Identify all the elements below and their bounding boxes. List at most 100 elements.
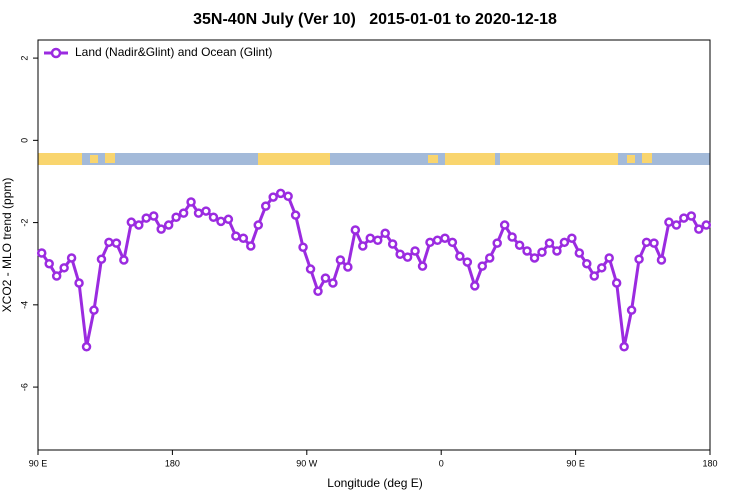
point <box>634 254 644 264</box>
point <box>499 220 510 230</box>
point <box>305 264 316 274</box>
point <box>447 237 458 248</box>
x-tick-label: 90 E <box>29 458 48 468</box>
point <box>201 206 211 216</box>
point <box>484 253 495 263</box>
point <box>156 224 166 234</box>
y-tick-label: -6 <box>19 383 29 391</box>
point <box>186 197 196 207</box>
x-tick-label: 90 E <box>566 458 585 468</box>
x-tick-label: 180 <box>165 458 180 468</box>
y-tick-label: 0 <box>19 138 29 143</box>
point <box>402 252 413 262</box>
point <box>246 241 256 251</box>
point <box>417 261 428 271</box>
point <box>395 249 405 260</box>
point <box>589 271 600 281</box>
point <box>514 240 525 250</box>
point <box>119 255 129 265</box>
point <box>664 217 674 227</box>
point <box>604 253 614 263</box>
point <box>111 238 122 248</box>
point <box>51 271 62 281</box>
x-tick-label: 180 <box>702 458 717 468</box>
point <box>59 263 69 273</box>
point <box>89 305 99 315</box>
point <box>350 225 361 235</box>
point <box>343 262 353 272</box>
point <box>328 278 338 288</box>
point <box>96 254 107 264</box>
point <box>425 237 435 248</box>
point <box>522 246 532 256</box>
point <box>432 235 443 246</box>
point <box>694 224 704 234</box>
y-tick-label: -4 <box>19 301 29 309</box>
y-tick-label: 2 <box>19 56 29 61</box>
point <box>582 258 592 269</box>
point <box>163 220 174 230</box>
legend-label: Land (Nadir&Glint) and Ocean (Glint) <box>75 45 272 59</box>
point <box>477 261 488 271</box>
point <box>462 257 473 267</box>
point <box>619 342 629 352</box>
y-axis-label: XCO2 - MLO trend (ppm) <box>0 178 14 313</box>
point <box>529 253 540 263</box>
point <box>44 258 54 269</box>
point <box>365 233 376 243</box>
point <box>380 228 390 239</box>
point <box>335 255 346 265</box>
point <box>567 233 577 243</box>
point <box>268 192 278 202</box>
point <box>36 248 47 258</box>
point <box>492 238 502 248</box>
point <box>298 242 308 253</box>
point <box>387 239 398 249</box>
point <box>626 305 637 315</box>
point <box>358 241 368 251</box>
point <box>552 246 562 256</box>
point <box>410 246 420 256</box>
point <box>104 237 114 248</box>
point <box>275 188 286 199</box>
point <box>455 251 465 262</box>
point <box>686 211 697 221</box>
point <box>701 220 712 230</box>
point <box>596 263 607 273</box>
point <box>320 273 331 283</box>
chart-title: 35N-40N July (Ver 10) 2015-01-01 to 2020… <box>193 11 557 28</box>
point <box>231 231 241 241</box>
point <box>656 255 667 265</box>
point <box>283 191 293 202</box>
point <box>208 212 219 222</box>
point <box>313 286 323 297</box>
point <box>223 214 234 225</box>
point <box>134 220 144 230</box>
plot-frame <box>37 39 711 451</box>
point <box>440 233 450 243</box>
point <box>171 212 181 222</box>
x-tick-label: 90 W <box>296 458 318 468</box>
point <box>216 216 226 227</box>
x-tick-label: 0 <box>439 458 444 468</box>
legend-marker <box>50 47 62 59</box>
point <box>507 232 517 242</box>
series-line <box>40 191 707 349</box>
point <box>544 238 555 248</box>
point <box>74 278 84 288</box>
point <box>470 281 480 291</box>
point <box>537 247 547 257</box>
x-axis-label: Longitude (deg E) <box>327 476 422 490</box>
point <box>66 253 77 263</box>
point <box>193 208 204 218</box>
point <box>178 208 189 218</box>
point <box>372 235 383 246</box>
land-ocean-strip <box>38 153 710 165</box>
point <box>679 213 689 223</box>
point <box>126 217 137 227</box>
point <box>141 213 152 223</box>
y-tick-label: -2 <box>19 219 29 227</box>
point <box>574 248 585 258</box>
point <box>148 211 159 221</box>
